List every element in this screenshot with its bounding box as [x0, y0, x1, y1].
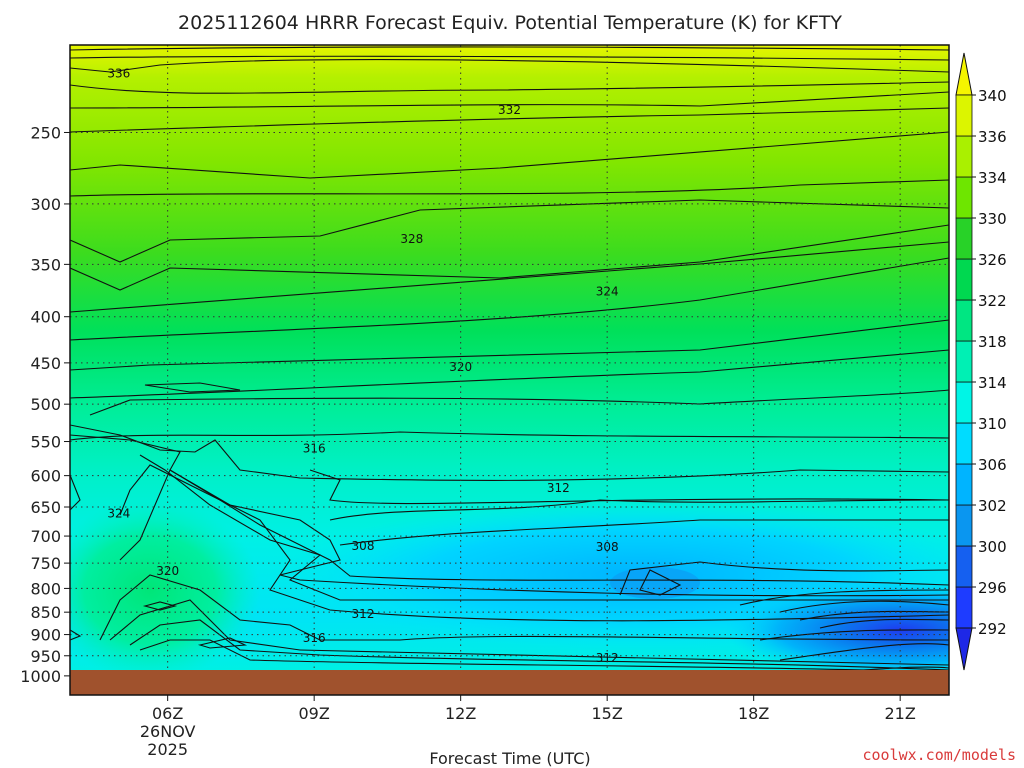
credit-text: coolwx.com/models — [862, 746, 1016, 764]
contour-label: 312 — [547, 481, 570, 495]
x-tick-label: 18Z — [738, 704, 769, 723]
plot-area: 336 332 328 324 320 316 312 324 308 308 320 312 316 3… — [70, 45, 949, 695]
plot-frame — [69, 44, 950, 696]
contour-label: 320 — [449, 360, 472, 374]
colorbar-label: 340 — [978, 87, 1007, 105]
colorbar-segment — [955, 258, 973, 301]
colorbar-segment — [955, 94, 973, 137]
colorbar-segment — [955, 176, 973, 219]
colorbar-label: 330 — [978, 210, 1007, 228]
y-tick-label: 500 — [30, 395, 61, 414]
colorbar-label: 314 — [978, 374, 1007, 392]
time-gridlines — [167, 45, 901, 695]
contour-label: 316 — [303, 442, 326, 456]
colorbar-segment — [955, 463, 973, 506]
y-tick-label: 550 — [30, 433, 61, 452]
warm-low-region — [70, 500, 260, 680]
colorbar-segment — [955, 381, 973, 424]
colorbar-label: 292 — [978, 620, 1007, 638]
contour-label: 324 — [107, 507, 130, 521]
y-tick-label: 350 — [30, 255, 61, 274]
colorbar: 292 296 300 302 306 310 314 318 322 326 330 334 336 3… — [955, 52, 1007, 671]
colorbar-segment — [955, 340, 973, 383]
colorbar-segment — [955, 586, 973, 629]
cold-pocket-region — [610, 567, 700, 599]
chart-title: 2025112604 HRRR Forecast Equiv. Potentia… — [178, 12, 842, 34]
y-tick-label: 950 — [30, 647, 61, 666]
colorbar-label: 306 — [978, 456, 1007, 474]
colorbar-segment — [955, 299, 973, 342]
contour-label: 320 — [156, 564, 179, 578]
contour-label: 308 — [596, 540, 619, 554]
x-tick-year: 2025 — [147, 740, 188, 759]
contour-label: 316 — [303, 631, 326, 645]
colorbar-label: 318 — [978, 333, 1007, 351]
surface-ground — [70, 670, 949, 695]
y-tick-label: 900 — [30, 626, 61, 645]
contour-label: 312 — [596, 651, 619, 665]
x-axis-label: Forecast Time (UTC) — [429, 749, 590, 768]
y-tick-label: 600 — [30, 467, 61, 486]
x-tick-label: 15Z — [592, 704, 623, 723]
x-tick-label: 21Z — [885, 704, 916, 723]
colorbar-segment — [955, 422, 973, 465]
colorbar-label: 326 — [978, 251, 1007, 269]
colorbar-low-arrow — [955, 627, 973, 671]
y-tick-label: 1000 — [20, 667, 61, 686]
contour-labels: 336 332 328 324 320 316 312 324 308 308 320 312 316 3… — [107, 66, 619, 665]
colorbar-label: 296 — [978, 579, 1007, 597]
y-tick-label: 650 — [30, 498, 61, 517]
y-tick-label: 750 — [30, 554, 61, 573]
y-tick-label: 250 — [30, 123, 61, 142]
colorbar-label: 302 — [978, 497, 1007, 515]
colorbar-label: 336 — [978, 128, 1007, 146]
cold-core-region — [725, 582, 949, 678]
x-tick-label: 12Z — [445, 704, 476, 723]
contour-label: 308 — [352, 539, 375, 553]
colorbar-segment — [955, 504, 973, 547]
contour-label: 312 — [352, 607, 375, 621]
pressure-axis: 250 300 350 400 450 500 550 600 650 700 750 800 850 9… — [20, 123, 70, 686]
y-tick-label: 800 — [30, 579, 61, 598]
colorbar-label: 322 — [978, 292, 1007, 310]
colorbar-label: 300 — [978, 538, 1007, 556]
colorbar-label: 334 — [978, 169, 1007, 187]
y-tick-label: 300 — [30, 195, 61, 214]
contour-label: 336 — [107, 66, 130, 80]
colorbar-high-arrow — [955, 52, 973, 96]
colorbar-label: 310 — [978, 415, 1007, 433]
x-tick-label: 09Z — [299, 704, 330, 723]
colorbar-segment — [955, 217, 973, 260]
colorbar-segment — [955, 545, 973, 588]
contour-label: 328 — [400, 232, 423, 246]
colorbar-segment — [955, 135, 973, 178]
y-tick-label: 450 — [30, 354, 61, 373]
y-tick-label: 850 — [30, 603, 61, 622]
y-tick-label: 400 — [30, 308, 61, 327]
contour-label: 332 — [498, 103, 521, 117]
x-tick-date: 26NOV — [140, 722, 196, 741]
contour-label: 324 — [596, 284, 619, 298]
y-tick-label: 700 — [30, 527, 61, 546]
x-tick-label: 06Z — [152, 704, 183, 723]
